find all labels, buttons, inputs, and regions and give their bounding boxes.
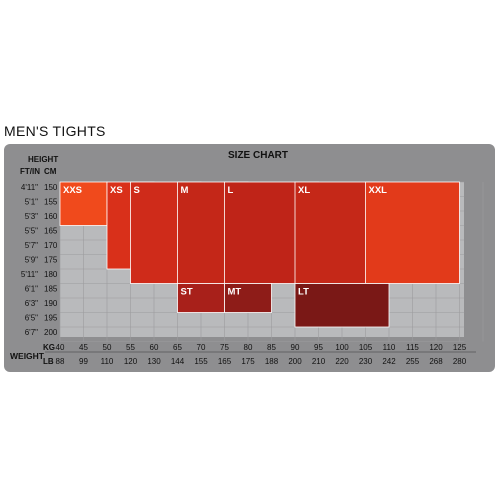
weight-lb-tick: 242 [382, 357, 396, 366]
height-ft-tick: 6'1" [25, 285, 38, 294]
size-block-xxs: XXS [59, 181, 108, 226]
weight-kg-tick: 95 [314, 343, 323, 352]
height-cm-tick: 200 [44, 328, 58, 337]
weight-lb-tick: 144 [171, 357, 185, 366]
size-label: XL [298, 185, 310, 196]
weight-lb-tick: 220 [335, 357, 349, 366]
height-ft-tick: 4'11" [21, 183, 38, 192]
height-ft-tick: 6'5" [25, 314, 38, 323]
kg-label: KG [43, 343, 55, 352]
size-block-mt: MT [224, 283, 272, 313]
height-cm-tick: 195 [44, 314, 58, 323]
height-cm-tick: 155 [44, 198, 58, 207]
weight-kg-tick: 80 [244, 343, 253, 352]
weight-kg-tick: 125 [453, 343, 467, 352]
size-block-rect [177, 283, 225, 313]
chart-title: SIZE CHART [228, 150, 288, 161]
weight-kg-tick: 60 [150, 343, 159, 352]
height-ft-tick: 5'9" [25, 256, 38, 265]
height-cm-tick: 175 [44, 256, 58, 265]
height-cm-tick: 180 [44, 270, 58, 279]
weight-lb-tick: 130 [147, 357, 161, 366]
weight-lb-tick: 99 [79, 357, 88, 366]
size-label: MT [228, 287, 242, 298]
cm-label: CM [44, 167, 57, 176]
size-label: M [181, 185, 189, 196]
weight-lb-tick: 280 [453, 357, 467, 366]
height-ft-tick: 5'1" [25, 198, 38, 207]
height-ft-tick: 5'11" [21, 270, 38, 279]
lb-label: LB [43, 357, 54, 366]
height-cm-tick: 160 [44, 212, 58, 221]
size-block-st: ST [177, 283, 225, 313]
weight-lb-tick: 175 [241, 357, 255, 366]
weight-lb-tick: 155 [194, 357, 208, 366]
height-ft-tick: 5'3" [25, 212, 38, 221]
weight-header: WEIGHT [10, 351, 45, 361]
size-label: L [228, 185, 234, 196]
size-block-rect [224, 283, 272, 313]
size-label: XXS [63, 185, 82, 196]
weight-lb-tick: 210 [312, 357, 326, 366]
weight-kg-tick: 40 [56, 343, 65, 352]
weight-kg-tick: 90 [291, 343, 300, 352]
height-cm-tick: 165 [44, 227, 58, 236]
weight-lb-tick: 88 [56, 357, 65, 366]
weight-lb-tick: 120 [124, 357, 138, 366]
weight-lb-tick: 255 [406, 357, 420, 366]
weight-kg-tick: 50 [103, 343, 112, 352]
height-cm-tick: 170 [44, 241, 58, 250]
weight-kg-tick: 120 [429, 343, 443, 352]
weight-kg-tick: 100 [335, 343, 349, 352]
weight-kg-tick: 65 [173, 343, 182, 352]
size-label: S [134, 185, 140, 196]
weight-kg-tick: 85 [267, 343, 276, 352]
height-ft-tick: 5'5" [25, 227, 38, 236]
size-label: ST [181, 287, 193, 298]
size-label: LT [298, 287, 309, 298]
weight-kg-tick: 45 [79, 343, 88, 352]
height-cm-tick: 190 [44, 299, 58, 308]
weight-kg-tick: 75 [220, 343, 229, 352]
height-cm-tick: 150 [44, 183, 58, 192]
weight-kg-tick: 70 [197, 343, 206, 352]
weight-lb-tick: 188 [265, 357, 279, 366]
weight-lb-tick: 268 [429, 357, 443, 366]
weight-kg-tick: 110 [383, 343, 396, 352]
size-block-xxl: XXL [365, 181, 460, 284]
size-block-rect [294, 283, 390, 328]
height-cm-tick: 185 [44, 285, 58, 294]
height-header: HEIGHT [28, 155, 58, 164]
chart-labels: SIZE CHART HEIGHT FT/IN CM 4'11" 150 5'1" 155 5'… [10, 150, 476, 366]
height-ft-tick: 6'7" [25, 328, 38, 337]
height-ft-tick: 6'3" [25, 299, 38, 308]
weight-lb-tick: 200 [288, 357, 302, 366]
size-label: XS [110, 185, 123, 196]
weight-lb-tick: 230 [359, 357, 373, 366]
weight-lb-tick: 165 [218, 357, 232, 366]
size-label: XXL [369, 185, 388, 196]
weight-kg-tick: 105 [359, 343, 373, 352]
size-block-lt: LT [294, 283, 390, 328]
ft-in-label: FT/IN [20, 167, 40, 176]
height-ft-tick: 5'7" [25, 241, 38, 250]
weight-kg-tick: 115 [406, 343, 419, 352]
page-title: MEN'S TIGHTS [4, 123, 106, 139]
weight-kg-tick: 55 [126, 343, 135, 352]
size-cells: XXS XS S M L XL XXL ST MT LT [59, 181, 460, 328]
weight-lb-tick: 110 [101, 357, 114, 366]
size-block-rect [365, 181, 460, 284]
